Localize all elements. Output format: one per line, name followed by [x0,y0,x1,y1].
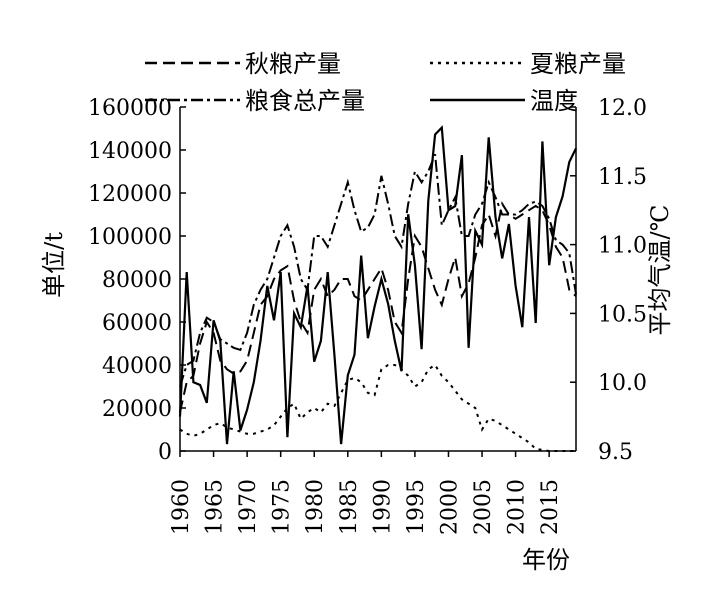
y-axis-left-label: 单位/t [40,232,68,298]
y-left-tick-label: 80000 [102,268,172,293]
x-tick-label: 1995 [404,479,429,535]
x-tick-label: 1965 [203,479,228,535]
y-right-tick-label: 11.5 [598,165,647,190]
series-line-dashdot [179,153,577,387]
y-left-tick-label: 20000 [102,397,172,422]
series-line-dashed [179,201,577,413]
y-right-tick-label: 10.0 [598,371,647,396]
y-left-tick-label: 140000 [88,139,172,164]
x-tick-label: 2000 [437,479,462,535]
x-tick-label: 2010 [505,479,530,535]
y-right-tick-label: 10.5 [598,302,647,327]
series-layer [178,125,577,452]
x-tick-label: 1970 [236,479,261,535]
legend-label: 粮食总产量 [245,87,365,115]
y-left-tick-label: 60000 [102,311,172,336]
x-tick-label: 2005 [471,479,496,535]
series-line-solid [178,125,577,445]
y-left-tick-label: 40000 [102,354,172,379]
series-line-dotted [179,363,576,452]
legend-label: 夏粮产量 [530,50,626,78]
x-tick-label: 1990 [370,479,395,535]
x-tick-label: 2015 [538,479,563,535]
y-right-tick-label: 11.0 [598,234,647,259]
axes: 0 20000 40000 60000 80000 100000 120000 140000 1… [88,96,647,535]
x-tick-label: 1975 [270,479,295,535]
x-axis-label: 年份 [522,546,570,574]
y-left-tick-label: 0 [158,440,172,465]
x-tick-label: 1960 [169,479,194,535]
y-axis-right-label: 平均气温/℃ [646,205,674,336]
y-left-tick-label: 160000 [88,96,172,121]
x-tick-label: 1985 [337,479,362,535]
y-left-tick-label: 120000 [88,182,172,207]
legend-label: 温度 [530,87,578,115]
y-right-tick-label: 9.5 [598,440,633,465]
y-right-tick-label: 12.0 [598,96,647,121]
legend-label: 秋粮产量 [245,50,341,78]
y-left-tick-label: 100000 [88,225,172,250]
x-tick-label: 1980 [303,479,328,535]
